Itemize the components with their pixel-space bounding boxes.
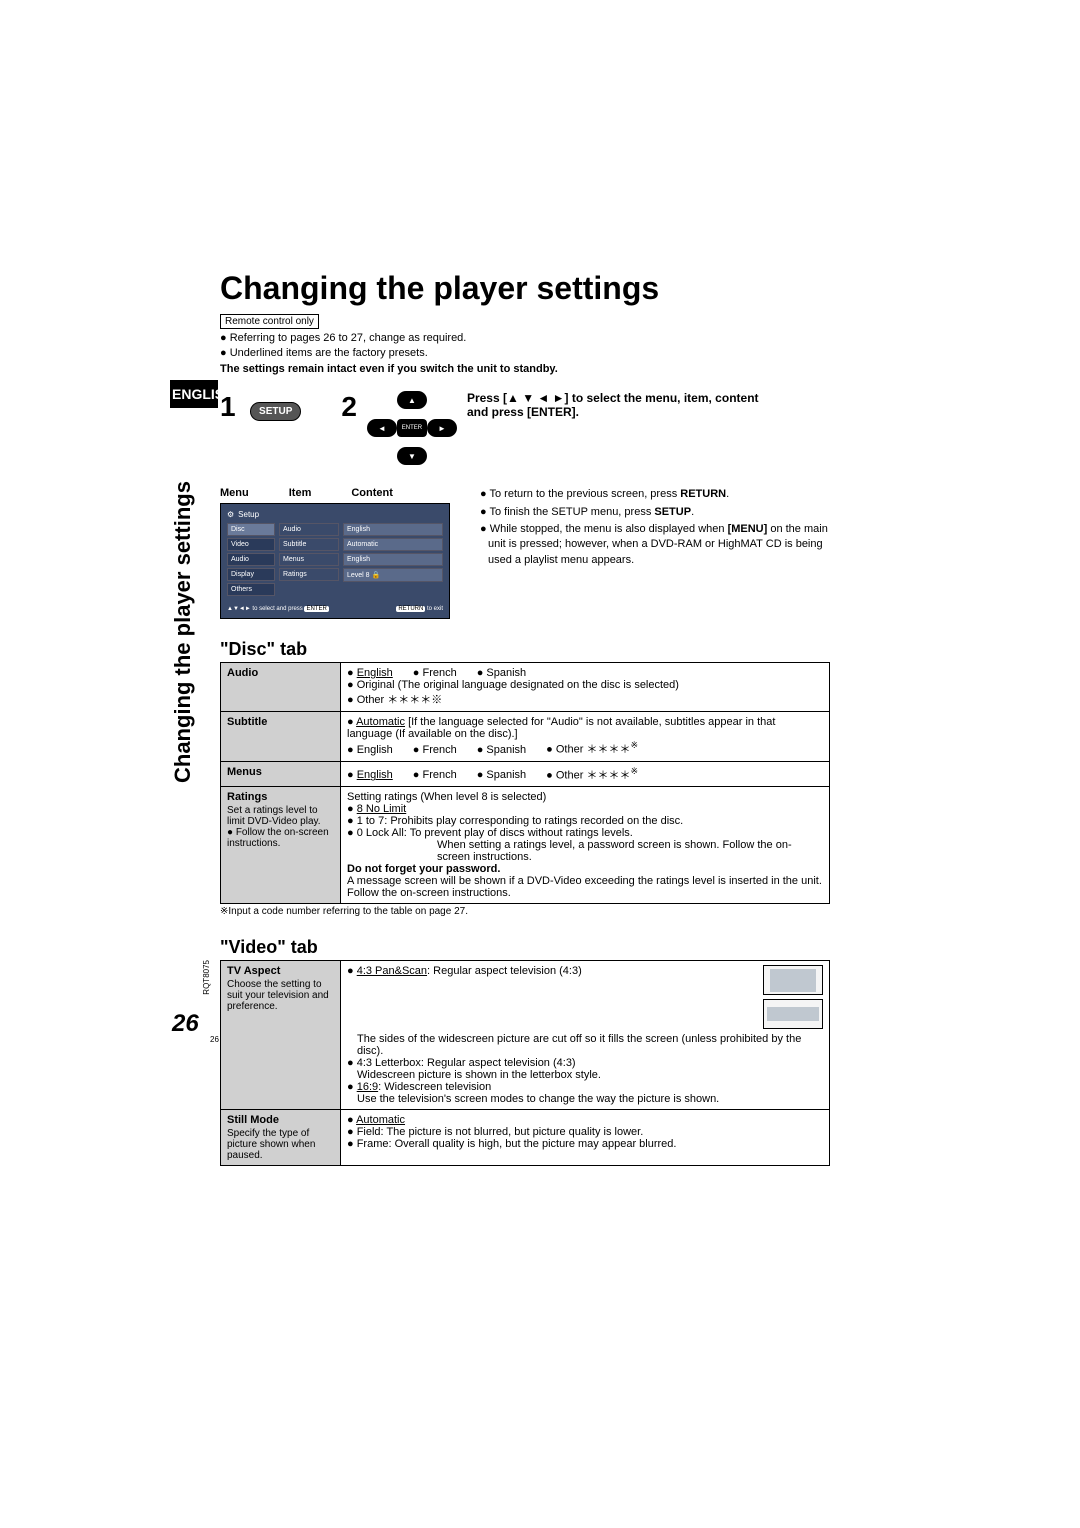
row-content: ● Automatic [If the language selected fo…: [341, 712, 830, 762]
col-header: Item: [289, 487, 312, 499]
intro-line: ● Referring to pages 26 to 27, change as…: [220, 331, 1040, 346]
row-label: Menus: [221, 761, 341, 787]
intro-block: ● Referring to pages 26 to 27, change as…: [220, 331, 1040, 377]
intro-line-bold: The settings remain intact even if you s…: [220, 362, 1040, 377]
notes-right: ● To return to the previous screen, pres…: [480, 487, 840, 570]
aspect-illustrations: [763, 965, 823, 1033]
row-label: Still Mode Specify the type of picture s…: [221, 1110, 341, 1166]
disc-footnote: ※Input a code number referring to the ta…: [220, 906, 1040, 917]
osd-tab: Audio: [227, 553, 275, 566]
col-header: Content: [351, 487, 393, 499]
letterbox-icon: [763, 999, 823, 1029]
osd-value: English: [343, 553, 443, 566]
row-sublabel: Choose the setting to suit your televisi…: [227, 979, 334, 1012]
row-content: ● English● French● Spanish ● Original (T…: [341, 663, 830, 712]
osd-tabs: Disc Video Audio Display Others: [227, 523, 275, 598]
disc-tab-title: "Disc" tab: [220, 639, 1040, 660]
remote-note: Remote control only: [220, 314, 319, 329]
intro-line: ● Underlined items are the factory prese…: [220, 346, 1040, 361]
step-number: 2: [341, 391, 357, 423]
osd-tab: Display: [227, 568, 275, 581]
page-title: Changing the player settings: [220, 270, 1040, 307]
osd-footer: ▲▼◄► to select and press ENTER RETURN to…: [227, 606, 443, 612]
video-table: TV Aspect Choose the setting to suit you…: [220, 960, 830, 1166]
row-sublabel: Set a ratings level to limit DVD-Video p…: [227, 805, 334, 849]
steps-row: 1 SETUP 2 ▲ ▼ ◄ ► ENTER Press [▲ ▼ ◄ ►] …: [220, 391, 1040, 471]
enter-icon: ENTER: [397, 419, 427, 437]
osd-value: English: [343, 523, 443, 536]
disc-table: Audio ● English● French● Spanish ● Origi…: [220, 662, 830, 904]
up-icon: ▲: [397, 391, 427, 409]
row-label: Ratings Set a ratings level to limit DVD…: [221, 787, 341, 904]
video-tab-title: "Video" tab: [220, 937, 1040, 958]
row-sublabel: Specify the type of picture shown when p…: [227, 1128, 334, 1161]
step-1: 1 SETUP: [220, 391, 301, 423]
dpad-icon: ▲ ▼ ◄ ► ENTER: [367, 391, 457, 471]
col-header: Menu: [220, 487, 249, 499]
row-label: TV Aspect Choose the setting to suit you…: [221, 961, 341, 1110]
osd-item: Ratings: [279, 568, 339, 581]
row-content: ● English● French● Spanish● Other ＊＊＊＊※: [341, 761, 830, 787]
osd-item: Audio: [279, 523, 339, 536]
left-icon: ◄: [367, 419, 397, 437]
page-number-large: 26: [172, 1010, 199, 1038]
osd-item: Subtitle: [279, 538, 339, 551]
row-label: Subtitle: [221, 712, 341, 762]
right-icon: ►: [427, 419, 457, 437]
lang-tab: ENGLISH: [170, 380, 218, 408]
step-number: 1: [220, 391, 236, 423]
row-content: ● Automatic ● Field: The picture is not …: [341, 1110, 830, 1166]
page-number-small: 26: [210, 1035, 219, 1044]
note-line: ● While stopped, the menu is also displa…: [480, 522, 840, 568]
step2-text: Press [▲ ▼ ◄ ►] to select the menu, item…: [467, 391, 767, 419]
doc-number: RQT8075: [202, 960, 211, 995]
osd-tab: Others: [227, 583, 275, 596]
row-content: Setting ratings (When level 8 is selecte…: [341, 787, 830, 904]
osd-tab: Disc: [227, 523, 275, 536]
row-content: ● 4:3 Pan&Scan: Regular aspect televisio…: [341, 961, 830, 1110]
setup-badge: SETUP: [250, 402, 301, 421]
osd-item: Menus: [279, 553, 339, 566]
osd-values: English Automatic English Level 8 🔒: [343, 523, 443, 598]
note-line: ● To finish the SETUP menu, press SETUP.: [480, 505, 840, 520]
panscan-icon: [763, 965, 823, 995]
osd-block: Menu Item Content ⚙ Setup Disc Video Aud…: [220, 487, 450, 619]
osd-value: Level 8 🔒: [343, 568, 443, 582]
note-line: ● To return to the previous screen, pres…: [480, 487, 840, 502]
down-icon: ▼: [397, 447, 427, 465]
osd-value: Automatic: [343, 538, 443, 551]
section-vert: Changing the player settings: [170, 412, 196, 862]
side-tab: ENGLISH Changing the player settings: [170, 380, 218, 1000]
osd-screenshot: ⚙ Setup Disc Video Audio Display Others …: [220, 503, 450, 619]
row-label: Audio: [221, 663, 341, 712]
step-2: 2 ▲ ▼ ◄ ► ENTER Press [▲ ▼ ◄ ►] to selec…: [341, 391, 767, 471]
osd-tab: Video: [227, 538, 275, 551]
osd-title: ⚙ Setup: [227, 510, 443, 519]
osd-items: Audio Subtitle Menus Ratings: [279, 523, 339, 598]
